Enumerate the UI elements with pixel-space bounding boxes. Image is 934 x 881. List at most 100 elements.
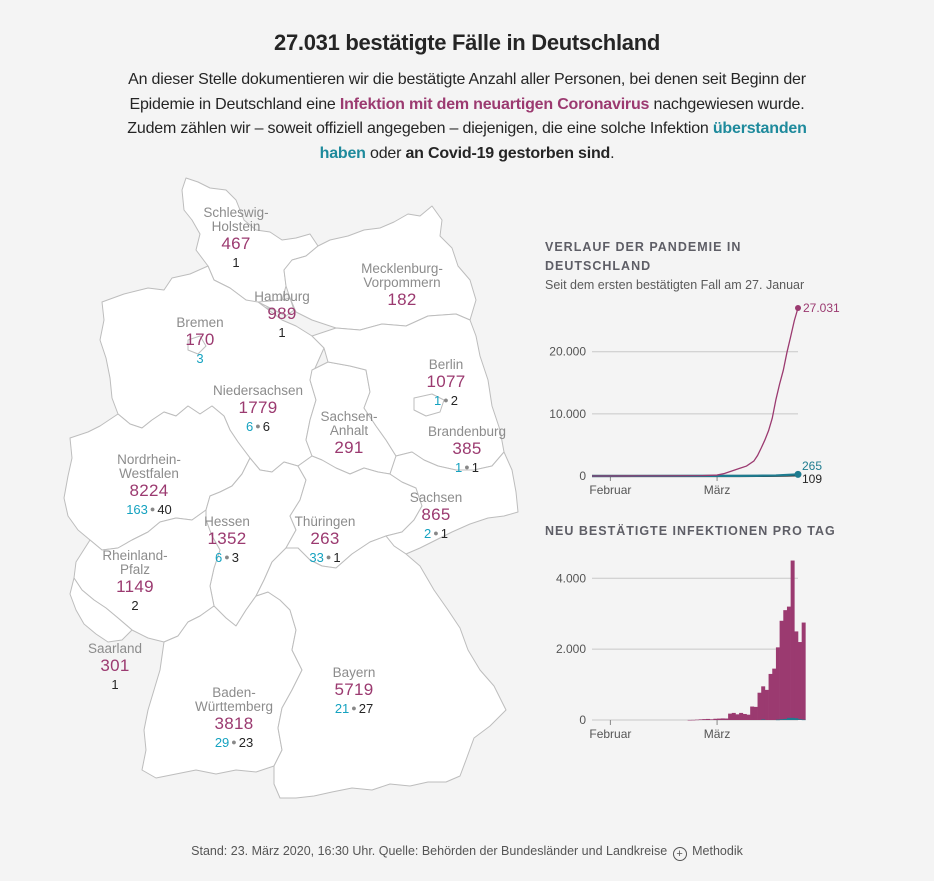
methodik-button[interactable]: + Methodik — [671, 844, 743, 861]
state-label-bayern[interactable]: Bayern 5719 21 ● 27 — [333, 666, 376, 717]
state-shape-saarland[interactable] — [69, 577, 133, 643]
state-deaths: 40 — [157, 502, 172, 517]
bar — [775, 719, 780, 721]
state-name: Brandenburg — [427, 424, 507, 439]
bar — [698, 719, 703, 720]
state-sub: 29 ● 23 — [195, 734, 273, 751]
state-deaths: 1 — [440, 526, 448, 541]
state-name: Anhalt — [329, 423, 369, 438]
state-sub: 1 ● 2 — [426, 392, 465, 409]
state-name: Vorpommern — [363, 275, 441, 290]
state-deaths: 2 — [450, 393, 458, 408]
state-sub: 21 ● 27 — [333, 700, 376, 717]
state-label-sachsen-anhalt[interactable]: Sachsen- Anhalt 291 — [320, 410, 377, 458]
bar — [768, 673, 773, 720]
state-shape-berlin[interactable] — [413, 393, 445, 417]
state-label-niedersachsen[interactable]: Niedersachsen 1779 6 ● 6 — [213, 384, 303, 435]
state-label-berlin[interactable]: Berlin 1077 1 ● 2 — [426, 358, 465, 409]
bar — [724, 718, 729, 720]
bar — [750, 706, 755, 720]
state-label-nordrhein-westfalen[interactable]: Nordrhein- Westfalen 8224 163 ● 40 — [117, 453, 181, 518]
state-label-rheinland-pfalz[interactable]: Rheinland- Pfalz 1149 2 — [102, 549, 167, 614]
bar — [798, 719, 802, 720]
state-label-saarland[interactable]: Saarland 301 1 — [88, 642, 142, 693]
state-name: Berlin — [428, 357, 464, 372]
state-name: Schleswig- — [203, 205, 269, 220]
state-deaths: 1 — [333, 550, 341, 565]
state-recovered: 29 — [214, 735, 230, 750]
state-label-hessen[interactable]: Hessen 1352 6 ● 3 — [204, 515, 250, 566]
state-label-brandenburg[interactable]: Brandenburg 385 1 ● 1 — [428, 425, 506, 476]
state-sub: 1 — [203, 254, 268, 271]
state-name: Mecklenburg- — [361, 261, 443, 276]
state-shape-sachsen[interactable] — [385, 451, 519, 555]
state-label-baden-wuerttemberg[interactable]: Baden- Württemberg 3818 29 ● 23 — [195, 686, 273, 751]
bar — [731, 712, 736, 720]
state-name: Westfalen — [119, 466, 179, 481]
bar — [794, 631, 799, 720]
state-cases: 182 — [387, 290, 417, 309]
end-label-cases: 27.031 — [803, 301, 840, 315]
bar — [801, 719, 806, 721]
separator-dot-icon: ● — [149, 504, 156, 514]
series-end-point — [794, 470, 802, 478]
intro-part-2: nachgewiesen wurde. Zudem zählen wir – s… — [127, 95, 805, 138]
state-label-sachsen[interactable]: Sachsen 865 2 ● 1 — [410, 491, 463, 542]
state-cases: 865 — [421, 505, 451, 524]
bar — [691, 719, 696, 721]
state-sub: 2 — [102, 597, 167, 614]
state-label-hamburg[interactable]: Hamburg 989 1 — [254, 290, 310, 341]
state-name: Niedersachsen — [212, 383, 304, 398]
bar — [742, 713, 747, 720]
separator-dot-icon: ● — [325, 552, 332, 562]
state-label-bremen[interactable]: Bremen 170 3 — [176, 316, 223, 367]
state-recovered: 1 — [434, 393, 442, 408]
bar — [746, 714, 751, 720]
intro-part-1: An dieser Stelle dokumentieren wir die b… — [128, 71, 806, 113]
bar — [720, 718, 725, 720]
state-sub: 33 ● 1 — [295, 549, 356, 566]
infection-link[interactable]: Infektion mit dem neuartigen Coronavirus — [339, 95, 650, 113]
state-shape-hamburg[interactable] — [257, 297, 295, 317]
bar — [739, 712, 744, 720]
recovered-link[interactable]: überstanden haben — [319, 120, 807, 162]
state-sub: 1 ● 1 — [428, 459, 506, 476]
bar — [709, 719, 714, 720]
state-deaths: 1 — [111, 677, 119, 692]
bar — [753, 706, 758, 720]
state-sub: 1 — [88, 676, 142, 693]
state-label-thueringen[interactable]: Thüringen 263 33 ● 1 — [295, 515, 356, 566]
methodik-label: Methodik — [692, 844, 743, 858]
bar — [779, 719, 784, 720]
bar-chart-title: NEU BESTÄTIGTE INFEKTIONEN PRO TAG — [545, 524, 836, 538]
bar — [794, 718, 799, 720]
state-cases: 3818 — [214, 714, 254, 733]
state-cases: 467 — [221, 234, 251, 253]
state-sub: 6 ● 3 — [204, 549, 250, 566]
state-deaths: 1 — [232, 255, 240, 270]
state-label-schleswig-holstein[interactable]: Schleswig- Holstein 467 1 — [203, 206, 268, 271]
state-cases: 1077 — [426, 372, 466, 391]
state-recovered: 21 — [334, 701, 350, 716]
state-shape-bayern[interactable] — [255, 535, 507, 799]
footer-source: Stand: 23. März 2020, 16:30 Uhr. Quelle:… — [191, 844, 668, 858]
state-cases: 5719 — [334, 680, 374, 699]
state-name: Hamburg — [254, 289, 310, 304]
state-sub: 2 ● 1 — [410, 525, 463, 542]
state-recovered: 6 — [246, 419, 254, 434]
state-label-mecklenburg-vorpommern[interactable]: Mecklenburg- Vorpommern 182 — [361, 262, 443, 310]
state-cases: 291 — [334, 438, 364, 457]
state-cases: 301 — [100, 656, 130, 675]
state-name: Nordrhein- — [117, 452, 181, 467]
end-label-deaths: 109 — [802, 472, 822, 486]
state-deaths: 23 — [238, 735, 254, 750]
separator-dot-icon: ● — [351, 703, 357, 713]
state-name: Bremen — [176, 315, 224, 330]
state-name: Saarland — [87, 641, 143, 656]
y-tick-label: 0 — [579, 713, 586, 727]
state-cases: 8224 — [129, 481, 169, 500]
x-tick-label: Februar — [589, 483, 631, 497]
y-tick-label: 2.000 — [556, 642, 586, 656]
y-tick-label: 20.000 — [549, 345, 586, 359]
state-shape-bremen[interactable] — [187, 335, 207, 355]
